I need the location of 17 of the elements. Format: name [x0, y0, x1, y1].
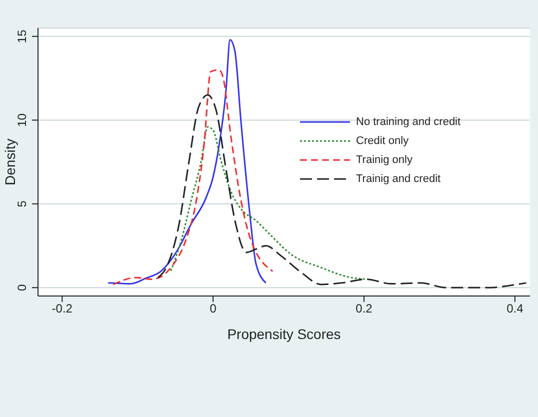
y-tick-label: 0 [15, 284, 29, 291]
legend-label: No training and credit [356, 116, 461, 128]
y-tick-label: 15 [15, 29, 29, 44]
line-series [112, 69, 274, 286]
x-tick-label: 0 [210, 302, 217, 316]
legend-label: Trainig only [356, 154, 412, 166]
x-axis-title: Propensity Scores [227, 326, 341, 342]
x-tick-label: 0.2 [356, 302, 373, 316]
y-tick-label: 10 [15, 113, 29, 127]
x-tick-label: 0.4 [506, 302, 524, 316]
legend-label: Trainig and credit [356, 172, 441, 184]
y-tick-label: 5 [15, 200, 29, 208]
line-series [107, 38, 267, 285]
legend-label: Credit only [356, 134, 409, 146]
y-axis-title: Density [2, 138, 18, 186]
line-series [157, 94, 527, 288]
x-tick-label: -0.2 [52, 302, 73, 316]
